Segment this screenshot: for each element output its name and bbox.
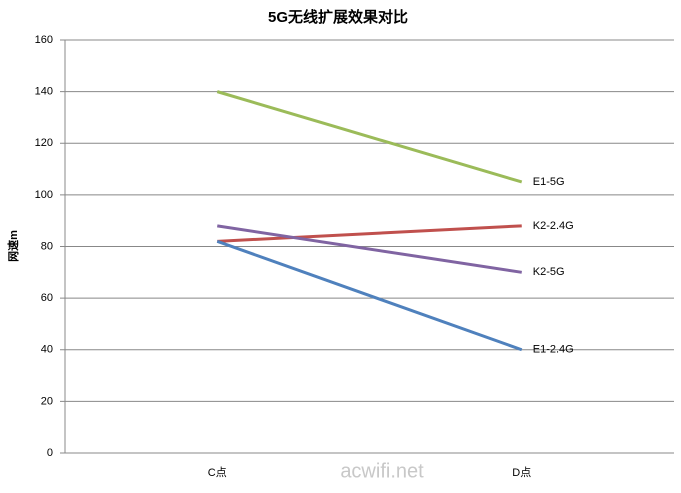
y-tick-label: 60 <box>41 292 53 304</box>
y-tick-label: 0 <box>47 447 53 459</box>
x-tick-label: C点 <box>208 466 227 479</box>
y-tick-label: 120 <box>35 137 53 149</box>
series-line <box>216 239 523 352</box>
chart-title: 5G无线扩展效果对比 <box>268 8 408 26</box>
y-tick-label: 160 <box>35 34 53 46</box>
watermark: acwifi.net <box>340 460 424 482</box>
series-label: E1-2.4G <box>533 344 574 356</box>
x-tick-label: D点 <box>512 466 531 479</box>
series-line <box>216 90 523 184</box>
y-tick-label: 100 <box>35 189 53 201</box>
y-tick-label: 20 <box>41 395 53 407</box>
y-tick-label: 140 <box>35 86 53 98</box>
y-axis-label: 网速m <box>6 230 20 262</box>
series-line <box>217 224 522 243</box>
series-label: K2-5G <box>533 266 565 278</box>
series-label: E1-5G <box>533 176 565 188</box>
y-tick-label: 80 <box>41 240 53 252</box>
series-line <box>217 224 522 274</box>
y-tick-label: 40 <box>41 344 53 356</box>
series-label: K2-2.4G <box>533 220 574 232</box>
